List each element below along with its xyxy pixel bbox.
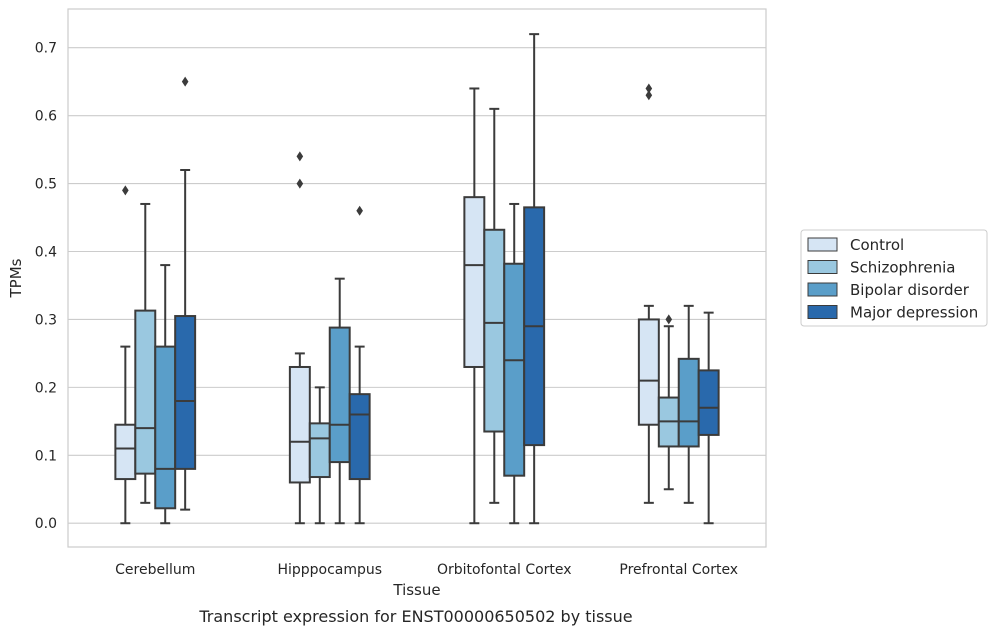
legend-swatch (807, 305, 838, 319)
box-iqr (328, 326, 351, 464)
box-iqr (174, 315, 197, 470)
box-plot-box (483, 107, 506, 504)
x-tick-label: Orbitofontal Cortex (437, 562, 572, 578)
y-tick-label: 0.2 (35, 380, 57, 396)
legend-swatch (807, 282, 838, 297)
y-tick-label: 0.4 (35, 245, 57, 261)
x-tick-label: Prefrontal Cortex (619, 562, 738, 578)
outlier-point (665, 314, 673, 325)
box-plot-box (308, 386, 331, 525)
legend-label: Major depression (850, 304, 978, 322)
box-iqr (288, 365, 311, 484)
box-iqr (483, 228, 506, 433)
x-tick-label: Cerebellum (115, 562, 195, 578)
legend-swatch (807, 237, 838, 252)
box-iqr (697, 369, 720, 436)
y-tick-label: 0.0 (35, 516, 57, 532)
outlier-point (296, 178, 304, 189)
legend-label: Bipolar disorder (850, 281, 970, 299)
outlier-point (356, 205, 363, 216)
box-plot-box (348, 205, 371, 525)
outlier-point (296, 151, 304, 162)
box-plot-box (637, 83, 660, 504)
legend-swatch (807, 260, 838, 274)
plot-frame (67, 8, 767, 548)
box-iqr (637, 318, 660, 426)
outlier-point (181, 76, 189, 87)
y-tick-label: 0.6 (35, 109, 57, 125)
box-iqr (348, 393, 371, 481)
legend-label: Schizophrenia (850, 259, 955, 277)
outlier-point (645, 83, 653, 94)
box-iqr (134, 309, 157, 475)
y-tick-labels: 0.0 0.1 0.2 0.3 0.4 0.5 0.6 0.7 (35, 41, 57, 533)
legend-label: Control (850, 236, 904, 254)
legend: Control Schizophrenia Bipolar disorder Majo… (800, 229, 988, 327)
y-tick-label: 0.7 (35, 41, 57, 57)
box-plot-box (114, 185, 137, 525)
box-iqr (114, 423, 137, 481)
box-series-group (114, 33, 720, 525)
box-plot-box (523, 33, 546, 525)
box-plot-box (174, 76, 197, 511)
box-iqr (503, 262, 526, 477)
legend-frame (800, 229, 988, 327)
x-tick-label: Hipppocampus (277, 562, 382, 578)
chart-caption: Transcript expression for ENST0000065050… (198, 607, 632, 626)
box-plot-box (463, 87, 486, 525)
box-plot-box (697, 311, 720, 525)
box-iqr (677, 357, 700, 448)
y-tick-label: 0.3 (35, 312, 57, 328)
box-plot-box (657, 314, 680, 491)
outlier-point (645, 90, 653, 101)
box-iqr (463, 196, 486, 368)
box-iqr (308, 422, 331, 479)
x-tick-labels: Cerebellum Hipppocampus Orbitofontal Corte… (115, 562, 738, 578)
y-axis-title: TPMs (7, 258, 25, 298)
box-iqr (154, 345, 177, 510)
x-axis-title: Tissue (392, 581, 440, 599)
y-tick-label: 0.1 (35, 448, 57, 464)
box-plot-box (288, 151, 311, 525)
outlier-point (122, 185, 129, 196)
y-tick-label: 0.5 (35, 177, 57, 193)
